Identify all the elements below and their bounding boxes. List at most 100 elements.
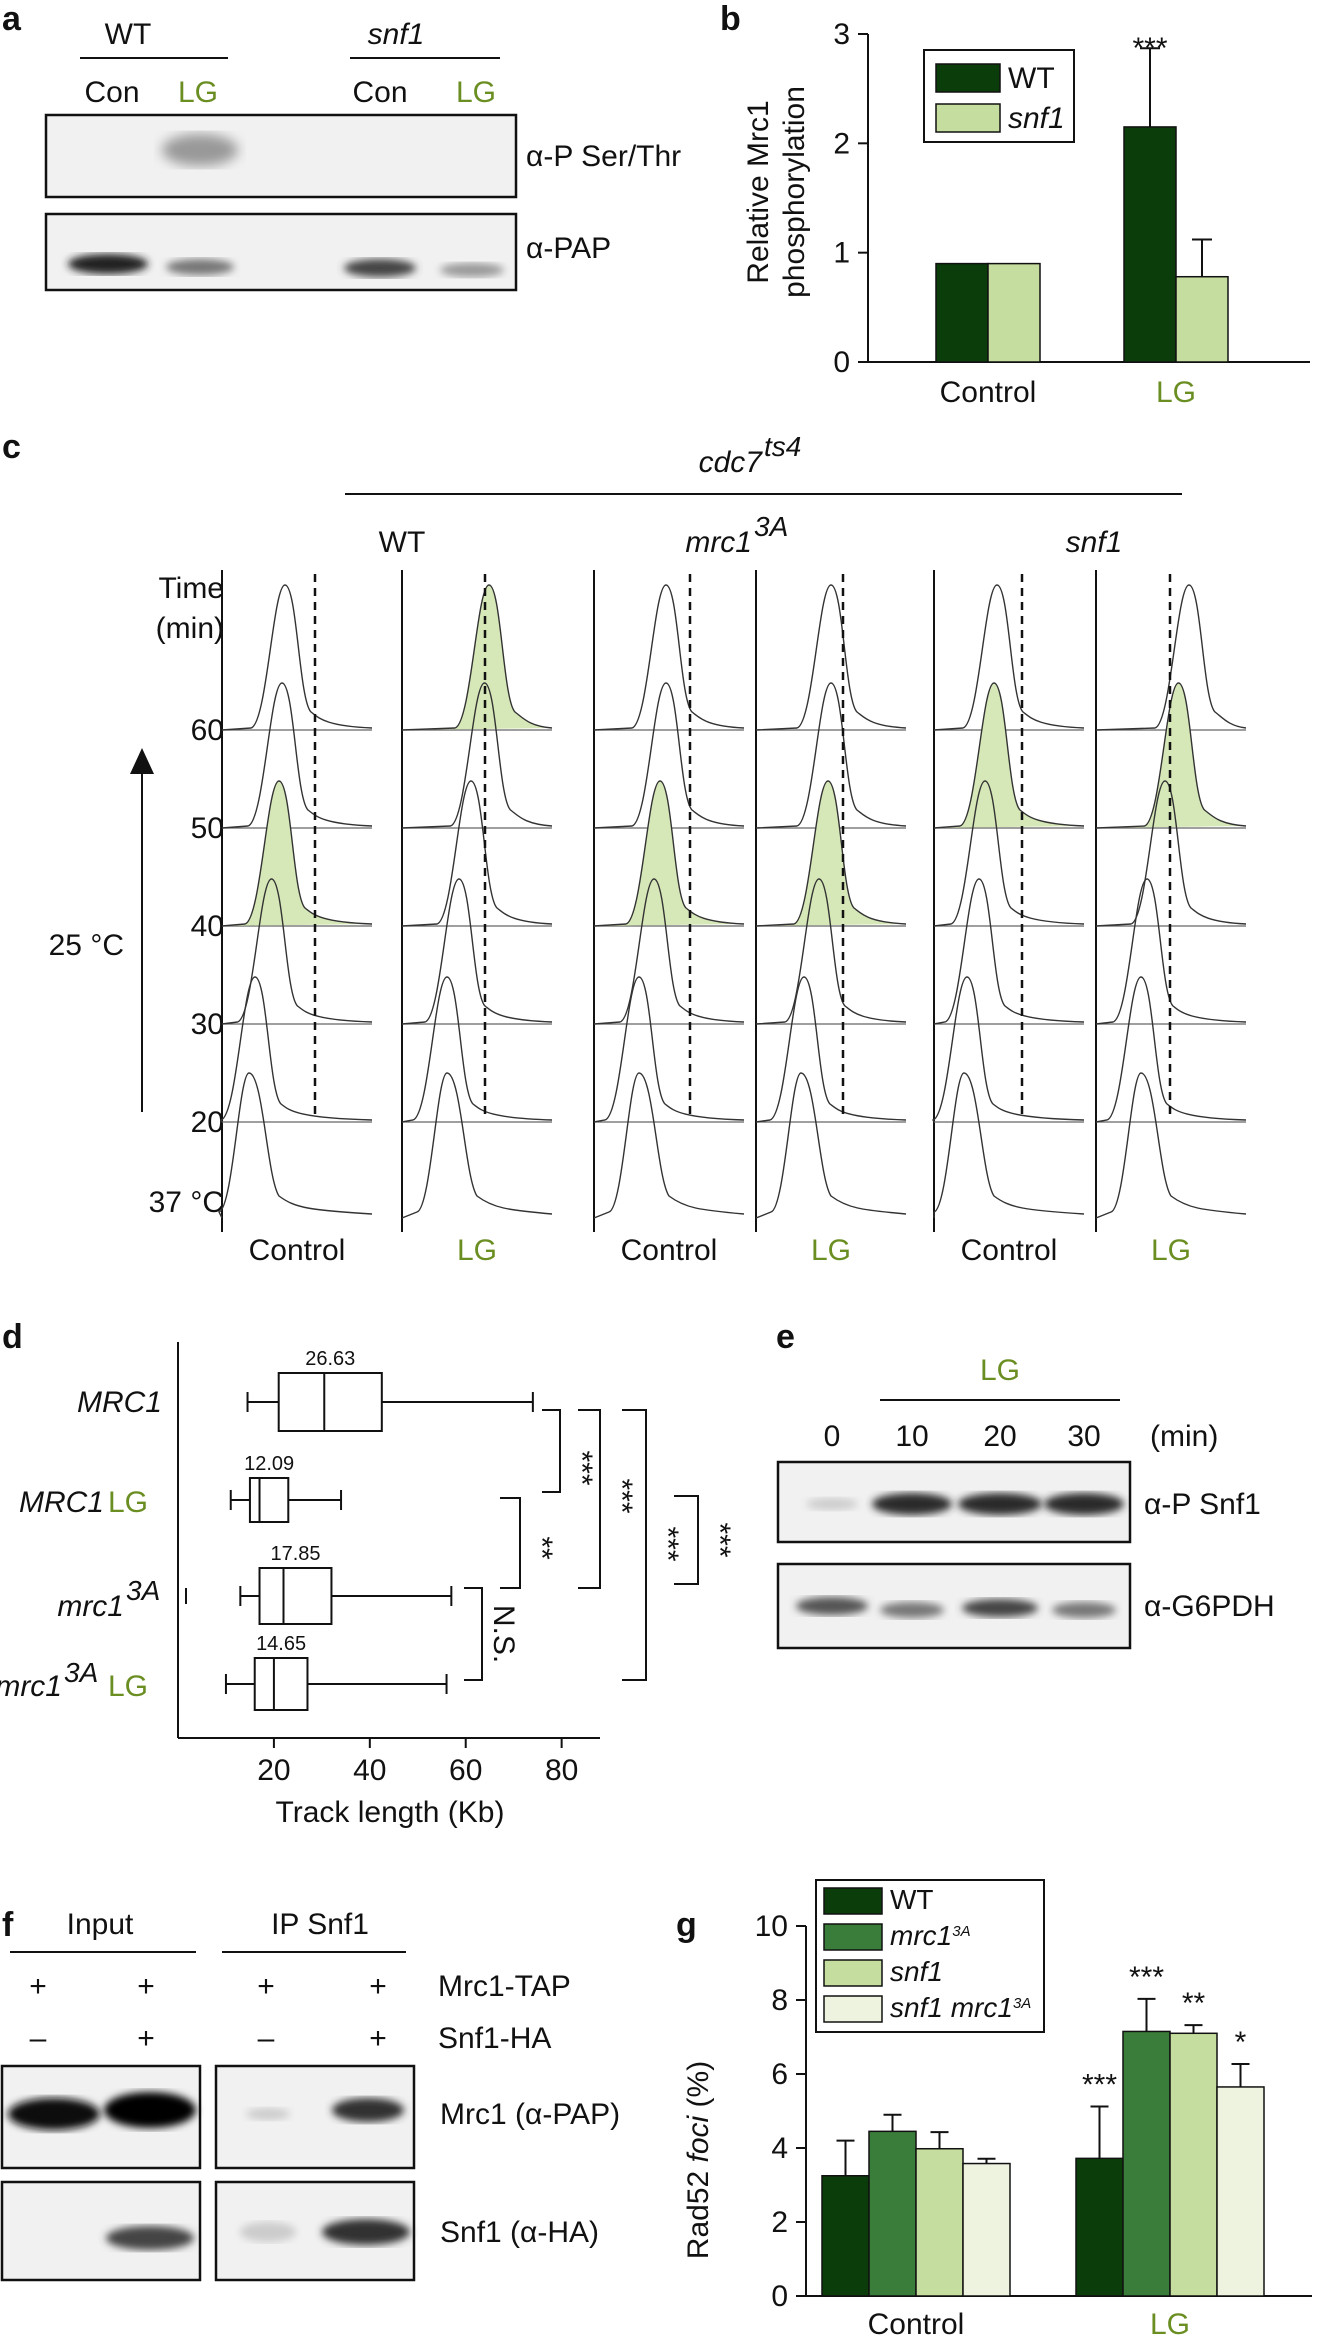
- y-axis-label-post: (%): [682, 2061, 715, 2116]
- histogram-trace: [218, 1072, 373, 1219]
- time-label: 30: [1067, 1420, 1100, 1453]
- band: [322, 2219, 410, 2245]
- row-label-sup: 3A: [64, 1657, 98, 1688]
- band: [872, 1493, 952, 1515]
- sig-mark: N.S.: [487, 1605, 520, 1663]
- histogram-trace: [401, 682, 553, 829]
- row-label: mrc1: [0, 1670, 62, 1703]
- band: [166, 259, 234, 275]
- sig-mark: ***: [565, 1450, 598, 1485]
- x-tick-label: LG: [1156, 376, 1196, 409]
- condition-label: LG: [1151, 1234, 1191, 1267]
- group-label-snf1: snf1: [368, 18, 425, 51]
- legend-swatch: [935, 103, 1001, 133]
- sig-bracket: [674, 1495, 699, 1585]
- box-mean-label: 17.85: [270, 1543, 320, 1565]
- bar-wt-control: [935, 262, 989, 363]
- sign: +: [369, 1970, 387, 2003]
- panel-a-letter: a: [2, 0, 22, 38]
- histogram-trace: [221, 584, 373, 731]
- histogram-trace: [219, 976, 373, 1123]
- panel-a: a WT snf1 Con LG Con LG α-P Ser/Thr α-PA…: [2, 0, 681, 292]
- band: [344, 259, 416, 277]
- genotype-mrc1: mrc1: [685, 526, 752, 559]
- band: [962, 1599, 1038, 1617]
- histogram-trace: [593, 780, 745, 927]
- sig-bracket: [542, 1409, 561, 1493]
- legend-swatch: [823, 1923, 883, 1951]
- y-tick-label: 0: [771, 2280, 788, 2313]
- lg-label: LG: [980, 1354, 1020, 1387]
- sign: +: [29, 1970, 47, 2003]
- bar-wt-lg: [1123, 126, 1177, 363]
- blot-label: Mrc1 (α-PAP): [440, 2098, 620, 2131]
- row-label-suffix: LG: [108, 1486, 148, 1519]
- bar-snf1-control: [915, 2147, 964, 2297]
- panel-g-letter: g: [676, 1906, 697, 1944]
- x-tick-label: Control: [868, 2308, 965, 2335]
- lane-label-lg: LG: [456, 76, 496, 109]
- histogram-trace: [1095, 584, 1247, 731]
- histogram-trace: [933, 1072, 1085, 1218]
- histogram-trace: [755, 682, 907, 829]
- band: [440, 263, 504, 277]
- time-label: 10: [895, 1420, 928, 1453]
- bar-mrc1-3a-control: [868, 2130, 917, 2297]
- histogram-panels: Control LG Control LG Control LG: [218, 570, 1247, 1267]
- legend-label-sup: 3A: [1013, 1995, 1031, 2012]
- bar-snf1-mrc1-3a-lg: [1216, 2086, 1265, 2297]
- time-label: Time: [158, 572, 224, 605]
- y-tick-label: 1: [833, 237, 850, 270]
- box-mean-label: 14.65: [256, 1633, 306, 1655]
- y-tick-label: 2: [833, 127, 850, 160]
- legend-label: snf1: [1008, 102, 1065, 135]
- x-tick-label: Control: [940, 376, 1037, 409]
- significance-mark: ***: [1082, 2069, 1117, 2102]
- box: [277, 1372, 383, 1432]
- sign: –: [258, 2022, 275, 2055]
- histogram-trace: [401, 780, 553, 927]
- row-label: Mrc1-TAP: [438, 1970, 571, 2003]
- bar-snf1-lg: [1169, 2032, 1218, 2297]
- lane-label-con: Con: [352, 76, 407, 109]
- significance-mark: **: [1182, 1987, 1206, 2020]
- x-axis-label: Track length (Kb): [276, 1796, 505, 1829]
- row-label: MRC1: [77, 1386, 162, 1419]
- legend-label: WT: [1008, 62, 1055, 95]
- condition-label: Control: [961, 1234, 1058, 1267]
- strain-header: cdc7: [699, 446, 764, 479]
- band: [332, 2098, 404, 2122]
- time-label: 20: [983, 1420, 1016, 1453]
- legend-label-sup: 3A: [952, 1923, 970, 1940]
- row-label-sup: 3A: [126, 1575, 160, 1606]
- sig-bracket: [464, 1587, 483, 1681]
- bar-wt-control: [821, 2175, 870, 2297]
- panel-b-letter: b: [720, 0, 741, 38]
- band: [796, 1597, 868, 1615]
- histogram-trace: [1095, 878, 1247, 1025]
- legend-swatch: [823, 1959, 883, 1987]
- box-mean-label: 12.09: [244, 1453, 294, 1475]
- blot-pap: [44, 212, 518, 292]
- histogram-trace: [401, 976, 553, 1123]
- histogram-trace: [401, 584, 553, 731]
- sig-bracket: [500, 1497, 521, 1589]
- histogram-trace: [1095, 1072, 1247, 1219]
- row-label: mrc1: [57, 1590, 124, 1623]
- strain-header-sup: ts4: [764, 431, 801, 462]
- y-tick-label: 0: [833, 346, 850, 379]
- panel-c: c cdc7 ts4 WT mrc1 3A snf1 Time (min) 60…: [2, 428, 1247, 1267]
- condition-label: LG: [811, 1234, 851, 1267]
- legend-label-text: snf1 mrc1: [890, 1992, 1013, 2023]
- bar-snf1-lg: [1175, 275, 1229, 363]
- x-tick-label: 60: [449, 1754, 482, 1787]
- band: [8, 2098, 100, 2130]
- band: [240, 2222, 296, 2242]
- band: [1044, 1493, 1124, 1515]
- sign: +: [137, 2022, 155, 2055]
- sig-mark: ***: [605, 1478, 638, 1513]
- blot-label: α-P Snf1: [1144, 1488, 1261, 1521]
- x-tick-label: 40: [353, 1754, 386, 1787]
- panel-f: f Input IP Snf1 + + + + Mrc1-TAP – + – +…: [0, 1906, 620, 2282]
